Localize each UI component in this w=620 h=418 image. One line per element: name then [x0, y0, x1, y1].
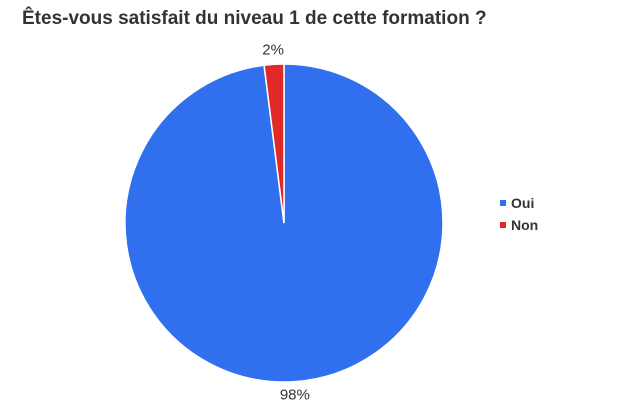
data-label-oui: 98% [280, 387, 310, 404]
legend-swatch-non [500, 222, 506, 228]
legend-swatch-oui [500, 200, 506, 206]
legend-label-non: Non [511, 217, 539, 233]
chart-legend: Oui Non [500, 192, 538, 236]
pie-slices [124, 63, 444, 383]
legend-item-non: Non [500, 214, 538, 236]
pie-data-labels: 98% 2% [262, 41, 310, 403]
data-label-non: 2% [262, 41, 284, 58]
pie-slice-non [263, 63, 285, 224]
chart-title: Êtes-vous satisfait du niveau 1 de cette… [22, 8, 487, 29]
legend-item-oui: Oui [500, 192, 538, 214]
legend-label-oui: Oui [511, 195, 535, 211]
